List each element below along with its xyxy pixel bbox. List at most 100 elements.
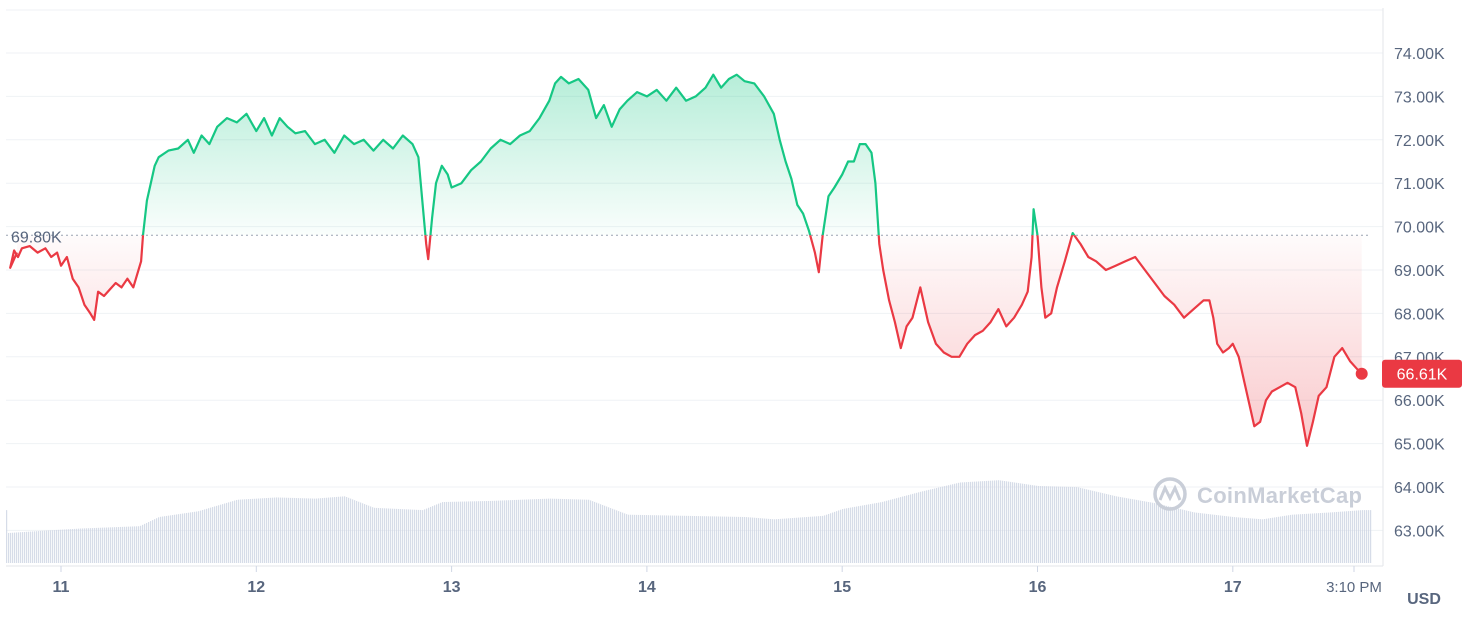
volume-bar bbox=[212, 507, 214, 563]
volume-bar bbox=[214, 506, 216, 563]
volume-bar bbox=[338, 496, 340, 563]
volume-bar bbox=[940, 487, 942, 563]
coinmarketcap-logo-icon bbox=[1153, 477, 1187, 511]
volume-bar bbox=[78, 528, 80, 563]
volume-bar bbox=[110, 527, 112, 563]
volume-bar bbox=[226, 502, 228, 563]
volume-bar bbox=[42, 530, 44, 563]
volume-bar bbox=[1012, 482, 1014, 563]
volume-bar bbox=[826, 514, 828, 563]
volume-bar bbox=[202, 509, 204, 563]
volume-bar bbox=[622, 512, 624, 563]
volume-bar bbox=[756, 517, 758, 563]
volume-bar bbox=[1024, 483, 1026, 563]
volume-bar bbox=[862, 505, 864, 563]
volume-bar bbox=[1212, 514, 1214, 563]
volume-bar bbox=[446, 501, 448, 563]
volume-bar bbox=[484, 501, 486, 563]
volume-bar bbox=[898, 497, 900, 563]
volume-bar bbox=[544, 498, 546, 563]
volume-bar bbox=[966, 482, 968, 563]
volume-bar bbox=[290, 497, 292, 563]
volume-bar bbox=[72, 529, 74, 563]
volume-bar bbox=[1006, 481, 1008, 563]
volume-bar bbox=[492, 500, 494, 563]
volume-bar bbox=[950, 484, 952, 563]
volume-bar bbox=[244, 499, 246, 563]
volume-bar bbox=[1252, 518, 1254, 563]
volume-bar bbox=[228, 502, 230, 563]
volume-bar bbox=[122, 526, 124, 563]
volume-bar bbox=[28, 531, 30, 563]
volume-bar bbox=[1066, 486, 1068, 563]
volume-bar bbox=[340, 496, 342, 563]
volume-bar bbox=[610, 508, 612, 563]
volume-bar bbox=[1064, 486, 1066, 563]
volume-bar bbox=[730, 516, 732, 563]
volume-bar bbox=[126, 526, 128, 563]
volume-bar bbox=[262, 498, 264, 563]
volume-bar bbox=[334, 497, 336, 563]
volume-bar bbox=[1044, 486, 1046, 563]
volume-bar bbox=[1104, 493, 1106, 563]
volume-bar bbox=[638, 514, 640, 563]
volume-bar bbox=[1300, 514, 1302, 563]
volume-bar bbox=[310, 498, 312, 563]
volume-bar bbox=[1122, 497, 1124, 563]
volume-bar bbox=[100, 527, 102, 563]
volume-bar bbox=[374, 507, 376, 563]
volume-bar bbox=[1256, 518, 1258, 563]
volume-bar bbox=[1248, 518, 1250, 563]
volume-bar bbox=[900, 497, 902, 563]
volume-bar bbox=[994, 480, 996, 563]
volume-bar bbox=[738, 516, 740, 563]
volume-bar bbox=[144, 523, 146, 563]
volume-bar bbox=[216, 505, 218, 563]
volume-bar bbox=[148, 522, 150, 563]
volume-bar bbox=[1034, 485, 1036, 563]
volume-bar bbox=[814, 516, 816, 563]
volume-bar bbox=[790, 518, 792, 563]
volume-bar bbox=[642, 514, 644, 563]
volume-bar bbox=[594, 501, 596, 563]
volume-bar bbox=[1114, 495, 1116, 563]
volume-bar bbox=[1290, 514, 1292, 563]
volume-bar bbox=[908, 494, 910, 563]
volume-bar bbox=[454, 501, 456, 563]
volume-bar bbox=[744, 516, 746, 563]
volume-bar bbox=[1326, 512, 1328, 563]
volume-bar bbox=[836, 511, 838, 563]
volume-bar bbox=[1226, 516, 1228, 563]
volume-bar bbox=[724, 516, 726, 563]
volume-bar bbox=[404, 509, 406, 563]
volume-bar bbox=[560, 498, 562, 563]
volume-bar bbox=[880, 502, 882, 563]
volume-bar bbox=[1000, 480, 1002, 563]
volume-bar bbox=[916, 492, 918, 563]
volume-bar bbox=[26, 531, 28, 563]
volume-bar bbox=[684, 515, 686, 563]
volume-bar bbox=[946, 485, 948, 563]
volume-bar bbox=[886, 500, 888, 563]
volume-bar bbox=[432, 506, 434, 563]
y-tick-label: 70.00K bbox=[1394, 220, 1445, 237]
volume-bar bbox=[150, 521, 152, 563]
volume-bar bbox=[30, 531, 32, 563]
volume-bar bbox=[534, 499, 536, 563]
volume-bar bbox=[1230, 516, 1232, 563]
volume-bar bbox=[854, 506, 856, 563]
volume-bar bbox=[660, 515, 662, 563]
volume-bar bbox=[298, 498, 300, 563]
volume-bar bbox=[1058, 486, 1060, 563]
volume-bar bbox=[1362, 510, 1364, 563]
volume-bar bbox=[254, 498, 256, 563]
volume-bar bbox=[1140, 500, 1142, 563]
current-price-dot bbox=[1355, 367, 1368, 380]
volume-bar bbox=[958, 482, 960, 563]
volume-bar bbox=[1330, 512, 1332, 563]
volume-bar bbox=[414, 509, 416, 563]
volume-bar bbox=[776, 519, 778, 563]
volume-bar bbox=[508, 500, 510, 563]
volume-bar bbox=[152, 520, 154, 563]
volume-bar bbox=[172, 515, 174, 563]
